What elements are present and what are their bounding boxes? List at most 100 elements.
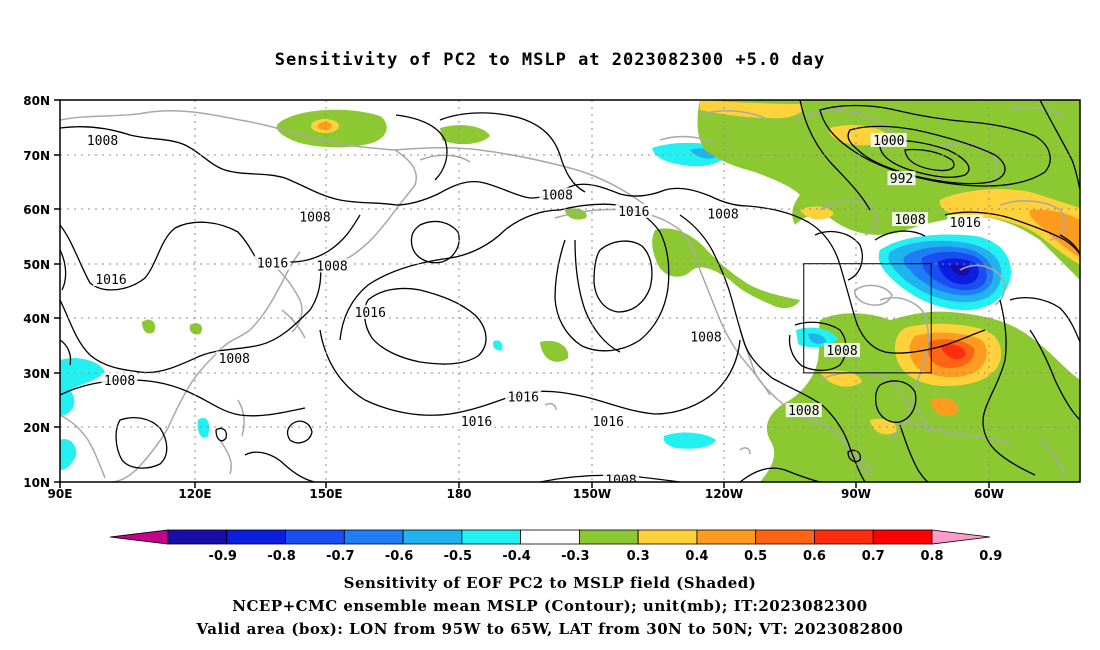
colorbar-cell xyxy=(226,529,286,545)
negative-region xyxy=(60,358,105,416)
colorbar-label: -0.5 xyxy=(444,549,472,564)
positive-region xyxy=(652,228,800,309)
caption-contour: NCEP+CMC ensemble mean MSLP (Contour); u… xyxy=(232,597,868,615)
contour-label: 1016 xyxy=(355,306,386,321)
lon-label: 180 xyxy=(446,487,471,501)
lon-label: 90E xyxy=(48,487,73,501)
isobar-1008 xyxy=(1029,329,1080,421)
coastline xyxy=(819,200,877,236)
positive-region xyxy=(697,100,1080,280)
coastline xyxy=(699,109,766,119)
coastline xyxy=(899,419,1011,445)
contour-label: 1008 xyxy=(826,344,857,359)
lon-label: 150W xyxy=(573,487,611,501)
lat-label: 60N xyxy=(23,203,50,217)
isobar-1016 xyxy=(60,221,263,291)
positive-region xyxy=(1029,209,1080,258)
contour-label-bg xyxy=(785,403,822,418)
contour-labels: 1008 1008 1008 1016 1016 1016 1008 1008 1008 1016… xyxy=(84,132,984,482)
isobar-1008 xyxy=(814,231,863,281)
colorbar-cell xyxy=(696,529,757,545)
isobar-1008 xyxy=(899,424,929,482)
contour-label: 1000 xyxy=(873,134,904,149)
positive-region xyxy=(820,370,862,387)
positive-region xyxy=(939,189,1080,265)
isobar-1008 xyxy=(739,467,821,482)
colorbar-cell xyxy=(167,529,228,545)
isobar-1008 xyxy=(60,339,72,366)
isobar-1000 xyxy=(819,104,1051,187)
colorbar-label: -0.7 xyxy=(326,549,354,564)
map-frame xyxy=(59,99,1081,483)
isobar-1008 xyxy=(60,261,322,374)
contour-label: 1008 xyxy=(788,404,819,419)
isobar-1016 xyxy=(574,239,621,353)
colorbar-cell xyxy=(814,529,874,545)
contour-label-bg xyxy=(887,171,916,186)
axis-ticks xyxy=(54,99,990,488)
coastline xyxy=(659,135,716,145)
contour-label: 992 xyxy=(890,172,913,187)
isobar-1016 xyxy=(363,287,487,365)
contour-label-bg xyxy=(870,132,907,147)
contour-label-bg xyxy=(892,212,928,227)
colorbar-cell xyxy=(872,529,933,545)
colorbar-cell xyxy=(931,529,991,545)
contour-label-bg xyxy=(505,389,542,404)
isobar-1008 xyxy=(771,377,866,482)
graticule xyxy=(60,100,1080,482)
contour-label-bg xyxy=(824,343,860,358)
isobar-1016 xyxy=(593,240,653,313)
coastline xyxy=(879,297,930,401)
contour-label-bg xyxy=(603,472,639,482)
positive-region xyxy=(930,398,959,416)
isobar-992 xyxy=(847,125,1006,185)
contour-label: 1008 xyxy=(104,374,135,389)
positive-region xyxy=(940,344,966,360)
positive-region xyxy=(189,323,203,335)
contour-label: 1008 xyxy=(690,330,721,345)
colorbar-cell xyxy=(637,529,698,545)
lat-label: 50N xyxy=(23,258,50,272)
colorbar-label: -0.3 xyxy=(561,549,589,564)
lat-label: 40N xyxy=(23,312,50,326)
colorbar-label: 0.7 xyxy=(862,549,885,564)
coastline xyxy=(911,399,931,433)
contour-label: 1008 xyxy=(316,259,347,274)
coastline xyxy=(219,439,232,475)
isobar-1008 xyxy=(944,211,1080,256)
isobar-1008 xyxy=(982,299,1036,476)
positive-region xyxy=(440,125,490,145)
mslp-contours xyxy=(60,100,1080,482)
positive-core xyxy=(318,122,332,130)
isobar-1008 xyxy=(884,329,986,354)
positive-region xyxy=(540,340,569,362)
positive-region xyxy=(142,319,156,334)
isobar-1008 xyxy=(115,417,168,469)
lat-label: 70N xyxy=(23,149,50,163)
isobar-1008 xyxy=(788,321,847,372)
negative-region xyxy=(492,340,503,351)
isobar-992 xyxy=(879,139,970,178)
isobar-992 xyxy=(904,148,955,172)
coastline xyxy=(959,264,1006,306)
contour-label-bg xyxy=(458,413,495,428)
contour-label: 1008 xyxy=(299,210,330,225)
colorbar-cell xyxy=(461,529,522,545)
negative-region xyxy=(60,438,77,470)
contour-label-bg xyxy=(947,214,984,229)
colorbar-cell xyxy=(343,529,404,545)
positive-region xyxy=(870,418,897,435)
contour-label: 1016 xyxy=(618,205,649,220)
negative-region xyxy=(808,333,826,344)
valid-area-box xyxy=(803,263,932,374)
longitude-labels: 90E 120E 150E 180 150W 120W 90W 60W xyxy=(48,487,1004,501)
coastline xyxy=(60,414,106,479)
positive-region xyxy=(800,206,834,220)
contour-label: 1008 xyxy=(219,352,250,367)
colorbar-cell xyxy=(109,529,169,545)
isobar-1008 xyxy=(679,214,773,379)
isobar-1008 xyxy=(847,449,861,463)
isobar-1008 xyxy=(439,112,586,193)
